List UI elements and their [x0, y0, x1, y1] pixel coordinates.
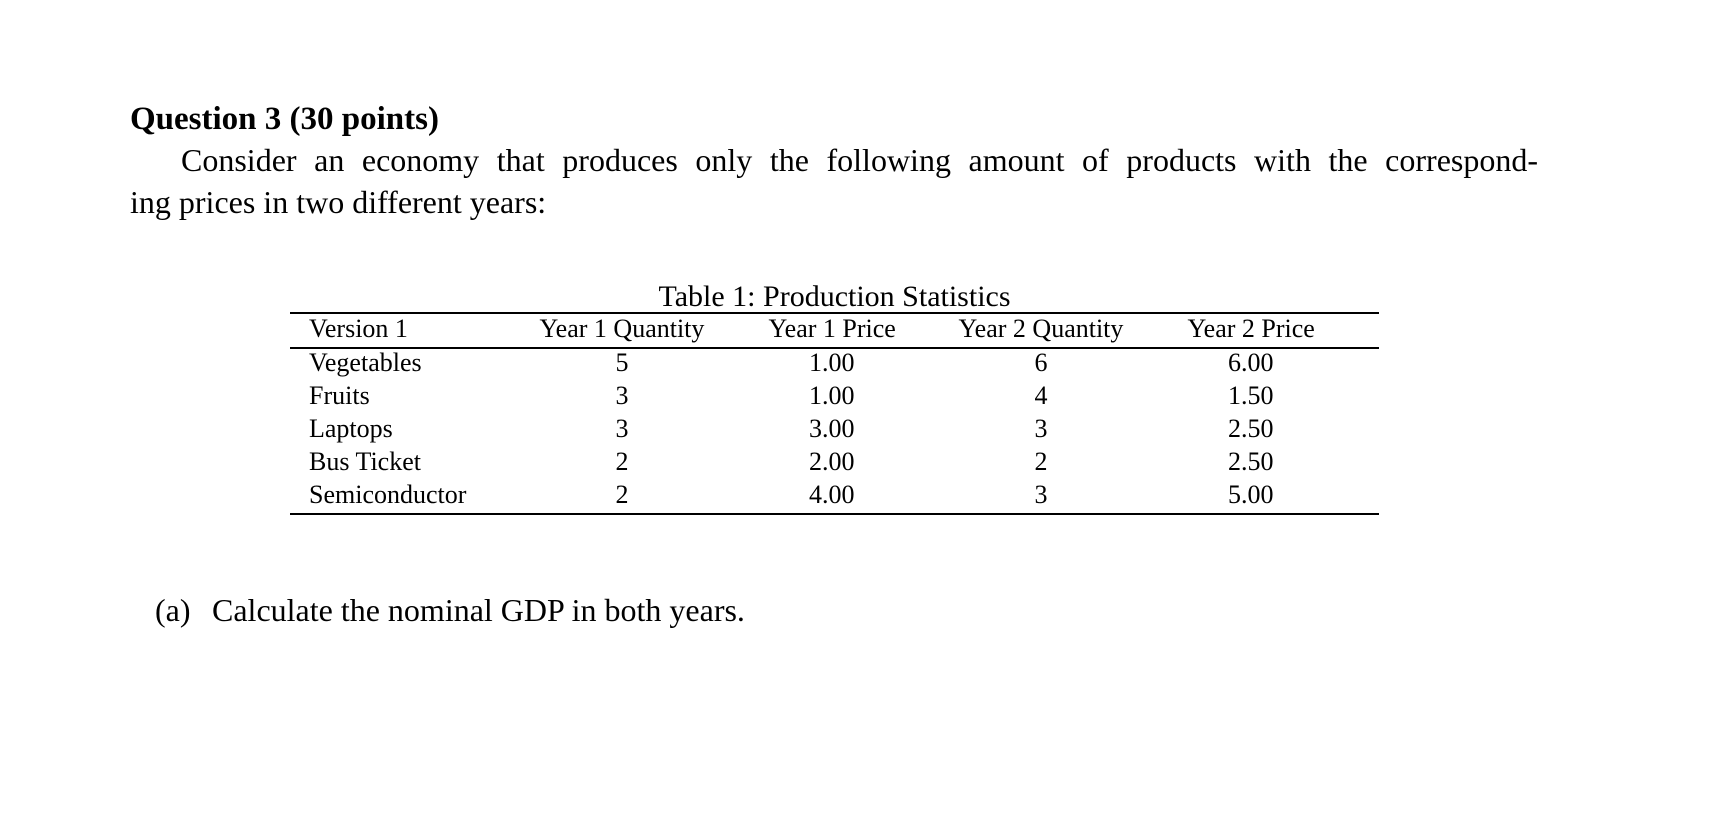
table-rule [290, 312, 1379, 314]
table-cell: Semiconductor [309, 480, 467, 509]
part-label: (a) [155, 592, 191, 628]
paragraph-line: Consider an economy that produces only t… [181, 142, 1538, 178]
table-cell: 2 [615, 447, 629, 476]
table-cell: Fruits [309, 381, 370, 410]
table-cell: 5.00 [1228, 480, 1274, 509]
table-cell: Vegetables [309, 348, 422, 377]
table-rule [290, 347, 1379, 349]
table-cell: 2 [615, 480, 629, 509]
paragraph-line: ing prices in two different years: [130, 184, 547, 220]
part-text: Calculate the nominal GDP in both years. [212, 592, 745, 628]
table-cell: 4.00 [809, 480, 855, 509]
table-cell: 5 [615, 348, 629, 377]
table-cell: 2.00 [809, 447, 855, 476]
table-cell: 2.50 [1228, 447, 1274, 476]
table-cell: 6.00 [1228, 348, 1274, 377]
table-header-cell: Year 1 Price [768, 314, 896, 343]
table-cell: Laptops [309, 414, 393, 443]
table-cell: 3 [615, 414, 629, 443]
table-header-cell: Year 2 Price [1187, 314, 1315, 343]
table-cell: 3.00 [809, 414, 855, 443]
table-cell: 6 [1034, 348, 1048, 377]
table-header-cell: Year 1 Quantity [539, 314, 705, 343]
table-header-cell: Version 1 [309, 314, 408, 343]
table-cell: 3 [1034, 414, 1048, 443]
table-cell: 1.00 [809, 381, 855, 410]
table-cell: Bus Ticket [309, 447, 421, 476]
table-header-cell: Year 2 Quantity [958, 314, 1124, 343]
table-cell: 4 [1034, 381, 1048, 410]
table-cell: 3 [615, 381, 629, 410]
question-heading: Question 3 (30 points) [130, 101, 439, 137]
table-cell: 2 [1034, 447, 1048, 476]
table-cell: 1.50 [1228, 381, 1274, 410]
table-caption: Table 1: Production Statistics [658, 280, 1011, 313]
table-cell: 1.00 [809, 348, 855, 377]
table-rule [290, 513, 1379, 515]
table-cell: 3 [1034, 480, 1048, 509]
table-cell: 2.50 [1228, 414, 1274, 443]
